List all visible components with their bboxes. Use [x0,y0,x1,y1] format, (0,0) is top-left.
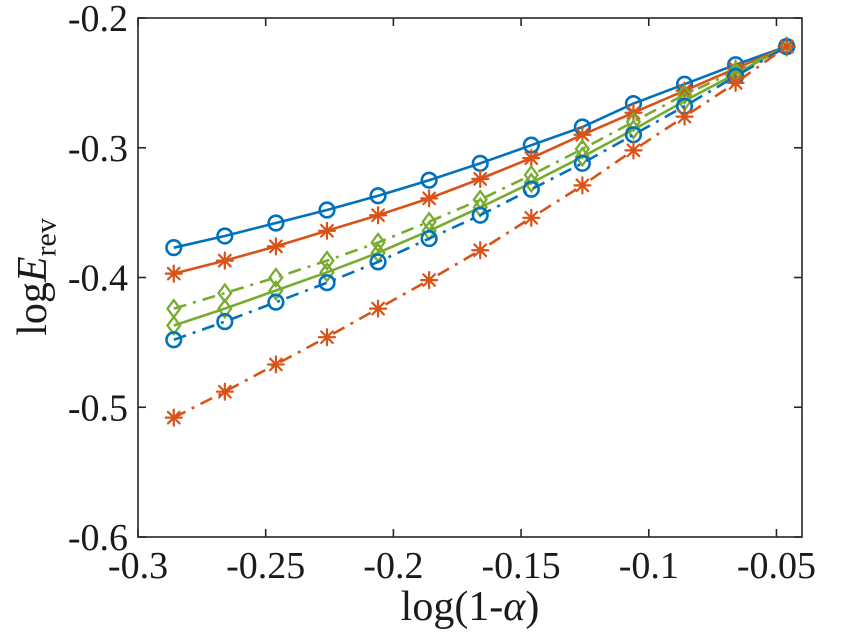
y-tick-label: -0.3 [68,128,128,170]
series-orange-dashdot-asterisk-marker [777,37,796,56]
y-axis-label: logErev [10,218,62,336]
series-blue-dashdot-circle-marker [420,229,438,248]
series-blue-solid-circle-marker [216,227,234,245]
y-axis-label-log: log [10,282,56,336]
series-blue-solid-circle-marker [267,214,285,232]
series-orange-dashdot-asterisk-marker [726,73,745,92]
y-tick-label: -0.2 [68,0,128,40]
series-green-dashdot-diamond-marker [676,84,693,105]
series-orange-dashdot-asterisk-marker [317,328,337,347]
series-blue-solid-circle-marker [165,239,183,257]
series-blue-dashdot-circle-marker [573,154,591,172]
series-orange-solid-asterisk-marker [266,237,286,256]
series-blue-dashdot-circle-marker [216,313,234,331]
series-green-dashdot-diamond-marker [268,267,284,288]
series-blue-dashdot-circle-marker [471,206,489,224]
series-green-solid-diamond-marker [625,119,642,141]
series-blue-dashdot-circle-marker [369,253,387,271]
series-orange-solid-asterisk-marker [471,169,490,188]
series-orange-dashdot-asterisk-marker [675,107,694,126]
x-axis-label: log(1-α) [401,586,540,628]
series-blue-dashdot-circle-marker [318,274,336,292]
series-blue-dashdot-circle-marker [522,180,540,198]
series-orange-solid-asterisk-marker [368,206,388,225]
series-orange-solid-asterisk-marker [522,149,541,168]
series-orange-solid-asterisk-marker [420,189,439,208]
series-orange-dashdot-asterisk-marker [573,176,592,195]
series-green-solid-diamond-marker [268,280,284,301]
series-green-dashdot-diamond-marker [370,232,386,253]
series-green-solid-diamond-marker [166,315,182,336]
x-tick-label: -0.15 [481,545,560,587]
y-tick-label: -0.5 [68,387,128,429]
series-orange-dashdot-asterisk-marker [215,382,234,401]
y-tick-label: -0.6 [68,517,128,559]
series-orange-dashdot-asterisk-marker [624,141,643,160]
series-orange-solid-asterisk-marker [164,264,183,283]
series-orange-dashdot-asterisk-marker [368,299,388,318]
series-orange-solid-asterisk-marker [215,251,234,270]
series-blue-dashdot-circle-marker [165,331,183,349]
series-orange-solid-asterisk-marker [573,125,592,144]
series-blue-solid-circle-marker [369,187,387,205]
series-orange-dashdot-asterisk-marker [522,208,541,227]
x-tick-label: -0.3 [108,545,168,587]
series-orange-dashdot-asterisk-marker [164,408,183,427]
x-tick-label: -0.05 [737,545,816,587]
series-green-solid-diamond-marker [217,298,233,320]
series-green-solid-diamond-marker [523,172,540,194]
x-axis-label-prefix: log(1- [400,584,504,630]
series-blue-dashdot-circle-marker [267,293,285,311]
series-blue-solid-circle-marker [420,171,438,189]
series-orange-solid-asterisk-marker [317,221,337,240]
y-axis-label-E: E [10,256,56,283]
series-blue-solid-circle-marker [318,201,336,219]
x-tick-label: -0.25 [226,545,305,587]
series-orange-dashdot-asterisk-marker [420,270,439,290]
series-orange-dashdot-asterisk-marker [266,355,286,374]
series-green-dashdot-diamond-marker [166,298,182,320]
y-tick-label: -0.4 [68,258,128,300]
series-orange-dashdot-asterisk-marker [471,241,490,260]
x-tick-label: -0.1 [619,545,679,587]
y-axis-label-subscript: rev [29,218,63,257]
x-axis-label-suffix: ) [525,584,540,630]
series-green-solid-diamond-marker [319,261,335,283]
x-tick-label: -0.2 [363,545,423,587]
x-axis-label-alpha: α [503,584,526,630]
plot-border [137,17,803,538]
series-green-dashdot-diamond-marker [319,250,335,272]
series-blue-dashdot-circle-line [173,45,788,342]
series-orange-dashdot-asterisk-line [173,45,788,419]
series-green-solid-diamond-marker [574,146,591,168]
